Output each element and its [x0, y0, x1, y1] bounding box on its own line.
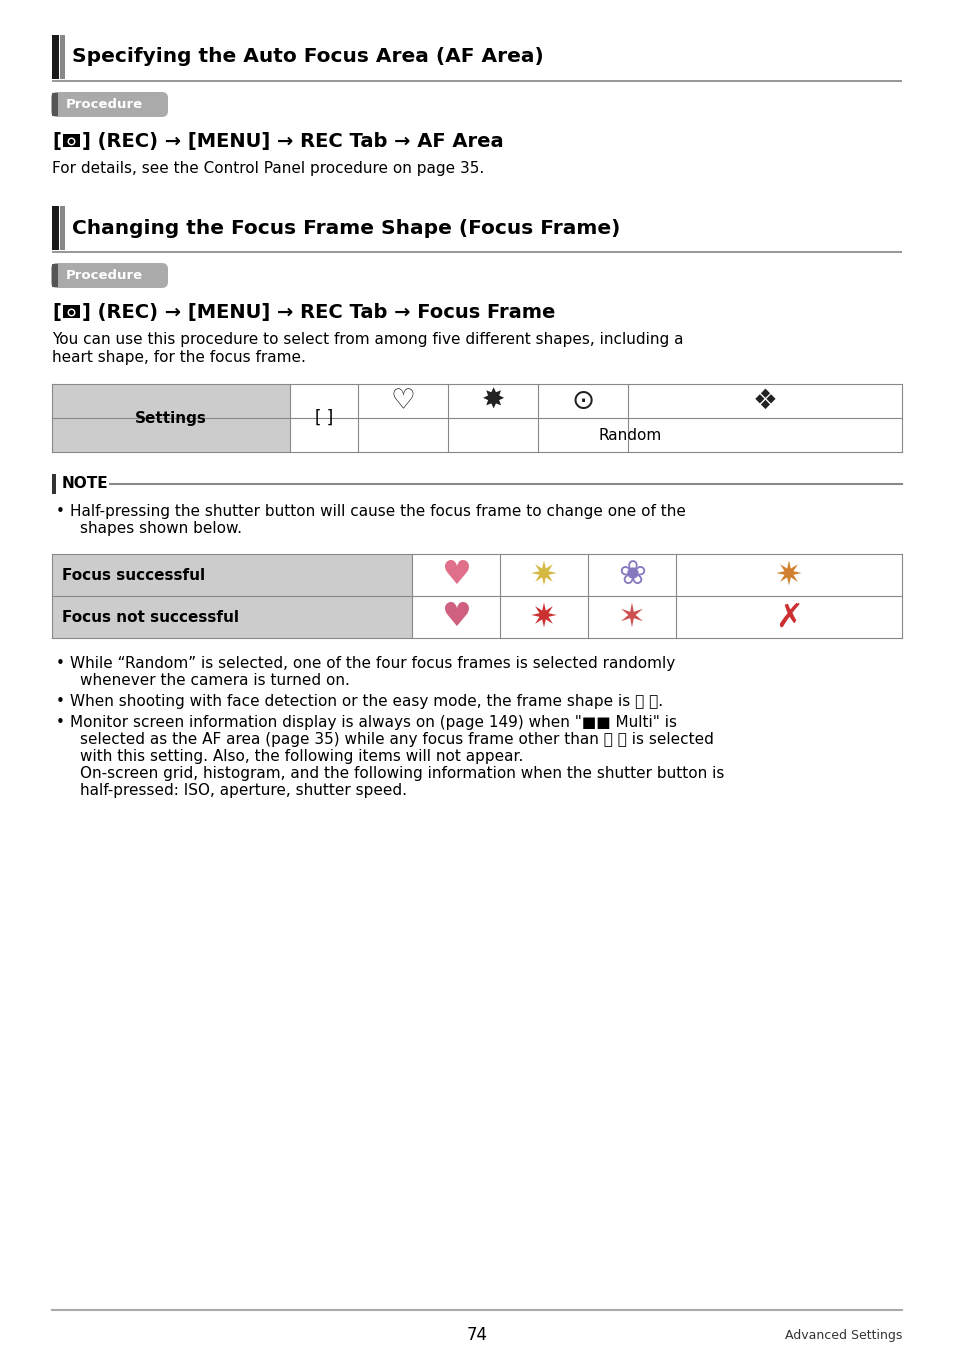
Bar [52, 251, 901, 252]
Text: ♥: ♥ [440, 559, 471, 592]
Text: ✗: ✗ [774, 601, 802, 634]
Text: Specifying the Auto Focus Area (AF Area): Specifying the Auto Focus Area (AF Area) [71, 47, 543, 66]
Text: Focus not successful: Focus not successful [62, 609, 239, 624]
Bar [52, 94, 58, 115]
Circle shape [68, 137, 75, 145]
Circle shape [69, 138, 74, 144]
FancyBboxPatch shape [51, 92, 168, 117]
Text: [: [ [52, 303, 61, 322]
Bar [63, 305, 80, 318]
Text: heart shape, for the focus frame.: heart shape, for the focus frame. [52, 350, 306, 365]
Bar [52, 474, 56, 494]
Text: ♡: ♡ [390, 387, 415, 415]
Bar [68, 134, 75, 136]
Text: selected as the AF area (page 35) while any focus frame other than 〈 〉 is select: selected as the AF area (page 35) while … [80, 731, 713, 746]
Bar [52, 596, 412, 638]
Text: ✷: ✷ [530, 559, 558, 592]
Text: 74: 74 [466, 1326, 487, 1343]
Text: Advanced Settings: Advanced Settings [783, 1329, 901, 1342]
Bar [63, 134, 80, 147]
Text: Procedure: Procedure [66, 269, 143, 282]
Bar [52, 265, 58, 286]
Text: ✸: ✸ [481, 387, 504, 415]
Bar [68, 305, 75, 307]
Text: On-screen grid, histogram, and the following information when the shutter button: On-screen grid, histogram, and the follo… [80, 765, 723, 782]
Text: For details, see the Control Panel procedure on page 35.: For details, see the Control Panel proce… [52, 161, 484, 176]
Bar [52, 35, 59, 79]
Circle shape [68, 308, 75, 316]
Text: Changing the Focus Frame Shape (Focus Frame): Changing the Focus Frame Shape (Focus Fr… [71, 218, 619, 237]
Text: Settings: Settings [135, 411, 207, 426]
Text: •: • [56, 655, 65, 670]
Text: half-pressed: ISO, aperture, shutter speed.: half-pressed: ISO, aperture, shutter spe… [80, 783, 407, 798]
Bar [52, 206, 59, 250]
Text: While “Random” is selected, one of the four focus frames is selected randomly: While “Random” is selected, one of the f… [70, 655, 675, 670]
Bar [52, 80, 901, 81]
Bar [60, 35, 65, 79]
Text: When shooting with face detection or the easy mode, the frame shape is 〈 〉.: When shooting with face detection or the… [70, 693, 662, 708]
Text: •: • [56, 503, 65, 518]
Bar [52, 384, 290, 452]
Text: NOTE: NOTE [62, 476, 109, 491]
FancyBboxPatch shape [51, 263, 168, 288]
Text: ✷: ✷ [530, 601, 558, 634]
Text: ✶: ✶ [618, 601, 645, 634]
Text: ❖: ❖ [752, 387, 777, 415]
Circle shape [69, 309, 74, 315]
Text: •: • [56, 693, 65, 708]
Text: [: [ [52, 132, 61, 151]
Bar [52, 554, 412, 596]
Text: ✷: ✷ [774, 559, 802, 592]
Text: Half-pressing the shutter button will cause the focus frame to change one of the: Half-pressing the shutter button will ca… [70, 503, 685, 518]
Text: with this setting. Also, the following items will not appear.: with this setting. Also, the following i… [80, 749, 523, 764]
Text: [ ]: [ ] [314, 408, 333, 427]
Text: Monitor screen information display is always on (page 149) when "■■ Multi" is: Monitor screen information display is al… [70, 715, 677, 730]
Text: shapes shown below.: shapes shown below. [80, 521, 242, 536]
Text: Focus successful: Focus successful [62, 567, 205, 582]
Text: Procedure: Procedure [66, 98, 143, 111]
Bar [60, 206, 65, 250]
Text: •: • [56, 715, 65, 730]
Text: ♥: ♥ [440, 601, 471, 634]
Text: ⊙: ⊙ [571, 387, 594, 415]
Text: You can use this procedure to select from among five different shapes, including: You can use this procedure to select fro… [52, 332, 682, 347]
Text: Random: Random [598, 427, 661, 442]
Text: ] (REC) → [MENU] → REC Tab → Focus Frame: ] (REC) → [MENU] → REC Tab → Focus Frame [82, 303, 555, 322]
Text: ❀: ❀ [618, 559, 645, 592]
Text: ] (REC) → [MENU] → REC Tab → AF Area: ] (REC) → [MENU] → REC Tab → AF Area [82, 132, 503, 151]
Text: whenever the camera is turned on.: whenever the camera is turned on. [80, 673, 350, 688]
